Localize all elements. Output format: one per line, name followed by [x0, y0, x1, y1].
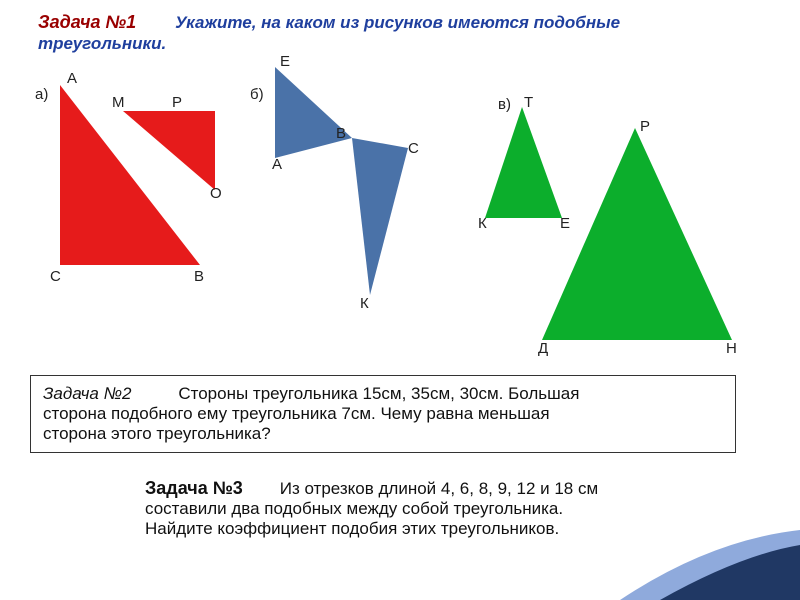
figA-label-M: М: [112, 94, 125, 111]
task2-title: Задача №2: [43, 384, 131, 403]
task2-line1: Задача №2 Стороны треугольника 15см, 35с…: [43, 384, 723, 404]
figB-tag: б): [250, 86, 264, 103]
figC-tag: в): [498, 96, 511, 113]
task2-box: Задача №2 Стороны треугольника 15см, 35с…: [30, 375, 736, 453]
page: Задача №1 Укажите, на каком из рисунков …: [0, 0, 800, 600]
task3-body1: Из отрезков длиной 4, 6, 8, 9, 12 и 18 с…: [280, 479, 598, 498]
figC-label-K: К: [478, 215, 487, 232]
task2-body2: сторона подобного ему треугольника 7см. …: [43, 404, 723, 424]
task3-line1: Задача №3 Из отрезков длиной 4, 6, 8, 9,…: [145, 478, 725, 499]
figA-label-A: А: [67, 70, 77, 87]
corner-decoration: [620, 530, 800, 600]
figB-label-B: В: [336, 125, 346, 142]
figB-bot-triangle: [352, 138, 408, 295]
task2-body1: Стороны треугольника 15см, 35см, 30см. Б…: [178, 384, 579, 403]
figC-label-P: Р: [640, 118, 650, 135]
figA-label-C: С: [50, 268, 61, 285]
figA-label-B: В: [194, 268, 204, 285]
figC-label-T: Т: [524, 94, 533, 111]
task2-body3: сторона этого треугольника?: [43, 424, 723, 444]
figures-svg: [0, 0, 800, 360]
figB-label-K: К: [360, 295, 369, 312]
figC-label-D: Д: [538, 340, 548, 357]
figC-small-triangle: [485, 107, 562, 218]
figA-tag: а): [35, 86, 48, 103]
figB-label-E: Е: [280, 53, 290, 70]
figA-label-P: Р: [172, 94, 182, 111]
task3-body2: составили два подобных между собой треуг…: [145, 499, 725, 519]
figB-label-A: А: [272, 156, 282, 173]
task3-title: Задача №3: [145, 478, 243, 498]
figB-top-triangle: [275, 67, 352, 158]
figB-label-C: С: [408, 140, 419, 157]
figC-big-triangle: [542, 128, 732, 340]
figA-label-O: О: [210, 185, 222, 202]
figA-small-triangle: [123, 111, 215, 190]
figC-label-H: Н: [726, 340, 737, 357]
figC-label-E: Е: [560, 215, 570, 232]
